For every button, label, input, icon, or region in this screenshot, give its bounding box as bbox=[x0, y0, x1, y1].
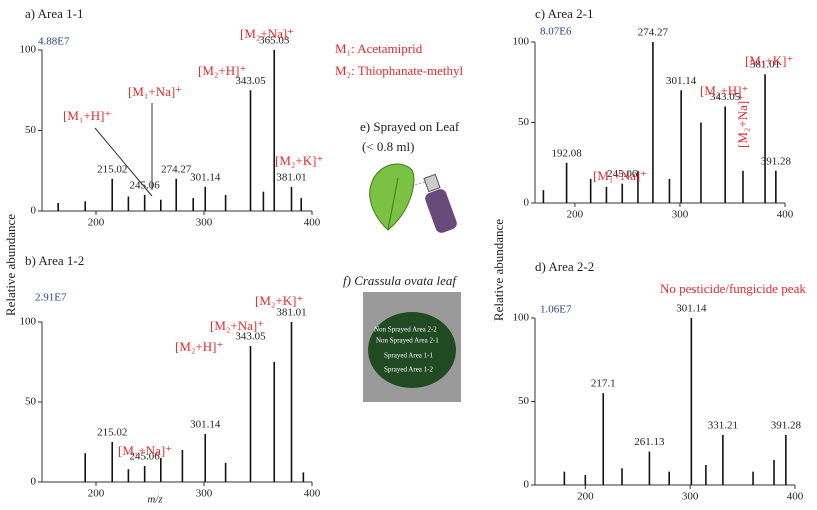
photo-label: Non Sprayed Area 2-2 bbox=[374, 326, 437, 334]
panel-f-title: f) Crassula ovata leaf bbox=[343, 273, 458, 288]
y-tick-label: 100 bbox=[20, 44, 37, 56]
intensity-label: 1.06E7 bbox=[540, 304, 572, 316]
peak-label: 217.1 bbox=[591, 378, 616, 390]
peak-label: 381.01 bbox=[276, 307, 306, 319]
x-tick-label: 300 bbox=[682, 491, 699, 503]
annotation: [M₂+H]⁺ bbox=[198, 63, 246, 78]
peak-label: 331.21 bbox=[708, 419, 738, 431]
y-axis-label: Relative abundance bbox=[491, 219, 506, 321]
peak-label: 365.03 bbox=[259, 35, 290, 47]
annotation: [M₂+H]⁺ bbox=[700, 83, 748, 98]
y-tick-label: 100 bbox=[513, 312, 530, 324]
peak-label: 274.27 bbox=[638, 27, 669, 39]
annotation: [M₁+Na]⁺ bbox=[128, 84, 182, 99]
intensity-label: 2.91E7 bbox=[35, 292, 67, 304]
photo-label: Sprayed Area 1-1 bbox=[384, 352, 433, 360]
peak-label: 274.27 bbox=[161, 163, 192, 175]
note: M₂: Thiophanate-methyl bbox=[335, 63, 464, 78]
chart-title: b) Area 1-2 bbox=[25, 253, 84, 268]
annotation: [M₁+H]⁺ bbox=[63, 108, 111, 123]
peak-label: 301.14 bbox=[676, 303, 707, 315]
peak-label: 391.28 bbox=[761, 155, 792, 167]
annotation: [M₁+Na]⁺ bbox=[118, 443, 172, 458]
y-tick-label: 0 bbox=[31, 476, 37, 488]
y-axis-label: Relative abundance bbox=[3, 214, 18, 316]
peak-label: 215.02 bbox=[97, 163, 127, 175]
annotation: [M₂+Na]⁺ bbox=[735, 94, 750, 148]
annotation: [M₂+Na]⁺ bbox=[240, 26, 294, 41]
peak-label: 301.14 bbox=[190, 419, 221, 431]
y-tick-label: 0 bbox=[31, 205, 37, 217]
y-tick-label: 50 bbox=[25, 124, 37, 136]
leaf-illustration bbox=[369, 163, 457, 233]
panel-e-title: e) Sprayed on Leaf bbox=[360, 119, 460, 134]
peak-label: 381.01 bbox=[276, 171, 306, 183]
y-tick-label: 50 bbox=[518, 116, 530, 128]
x-tick-label: 400 bbox=[304, 488, 321, 500]
annotation-line bbox=[94, 127, 153, 197]
y-tick-label: 100 bbox=[20, 316, 37, 328]
peak-label: 245.06 bbox=[130, 451, 161, 463]
chart-title: a) Area 1-1 bbox=[25, 6, 83, 21]
x-axis-label: m/z bbox=[147, 494, 163, 506]
x-tick-label: 300 bbox=[196, 217, 213, 229]
annotation: [M₂+Na]⁺ bbox=[210, 318, 264, 333]
peak-label: 343.05 bbox=[235, 75, 266, 87]
annotation: No pesticide/fungicide peak bbox=[660, 281, 806, 296]
annotation: [M₂+K]⁺ bbox=[745, 53, 793, 68]
x-tick-label: 400 bbox=[304, 217, 321, 229]
peak-label: 301.14 bbox=[190, 171, 221, 183]
leaf-photo bbox=[363, 292, 461, 402]
x-tick-label: 200 bbox=[88, 217, 105, 229]
peak-label: 343.05 bbox=[710, 91, 741, 103]
y-tick-label: 50 bbox=[25, 396, 37, 408]
peak-label: 381.01 bbox=[750, 59, 780, 71]
peak-label: 245.06 bbox=[130, 179, 161, 191]
x-tick-label: 200 bbox=[577, 491, 594, 503]
peak-label: 301.14 bbox=[666, 75, 697, 87]
intensity-label: 8.07E6 bbox=[540, 26, 572, 38]
peak-label: 245.06 bbox=[607, 168, 638, 180]
peak-label: 261.13 bbox=[634, 436, 665, 448]
x-tick-label: 200 bbox=[567, 209, 584, 221]
peak-label: 192.08 bbox=[551, 147, 582, 159]
annotation: [M₂+K]⁺ bbox=[275, 153, 323, 168]
photo-label: Sprayed Area 1-2 bbox=[384, 366, 433, 374]
x-tick-label: 200 bbox=[88, 488, 105, 500]
annotation: [M₁+Na]⁺ bbox=[593, 168, 647, 183]
peak-label: 343.05 bbox=[235, 331, 266, 343]
chart-title: c) Area 2-1 bbox=[535, 6, 593, 21]
panel-e-subtitle: (< 0.8 ml) bbox=[362, 139, 414, 154]
y-tick-label: 0 bbox=[524, 197, 530, 209]
annotation: [M₂+H]⁺ bbox=[175, 339, 223, 354]
x-tick-label: 300 bbox=[196, 488, 213, 500]
y-tick-label: 50 bbox=[518, 395, 530, 407]
x-tick-label: 400 bbox=[777, 209, 794, 221]
photo-label: Non Sprayed Area 2-1 bbox=[376, 337, 439, 345]
chart-title: d) Area 2-2 bbox=[535, 259, 594, 274]
peak-label: 391.28 bbox=[771, 419, 802, 431]
peak-label: 215.02 bbox=[97, 427, 127, 439]
y-tick-label: 100 bbox=[513, 36, 530, 48]
annotation: [M₂+K]⁺ bbox=[255, 293, 303, 308]
intensity-label: 4.88E7 bbox=[38, 36, 70, 48]
note: M₁: Acetamiprid bbox=[335, 41, 423, 56]
x-tick-label: 300 bbox=[672, 209, 689, 221]
y-tick-label: 0 bbox=[524, 479, 530, 491]
x-tick-label: 400 bbox=[787, 491, 804, 503]
